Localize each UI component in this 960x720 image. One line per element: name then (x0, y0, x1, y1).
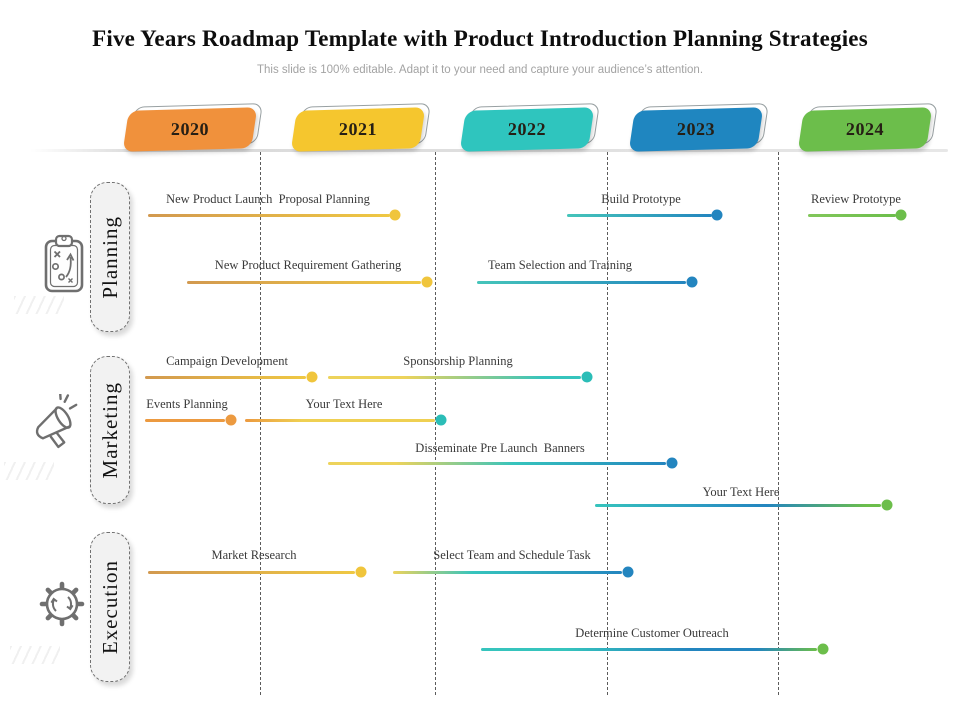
year-banner-face: 2022 (459, 107, 595, 152)
year-banner-face: 2020 (122, 107, 258, 152)
year-label: 2022 (507, 119, 547, 139)
task-milestone-dot (895, 209, 907, 221)
task-line (187, 280, 421, 284)
task-milestone-dot (622, 566, 634, 578)
strategy-clipboard-icon (44, 234, 84, 293)
decorative-streak (10, 646, 60, 664)
task-line (595, 503, 881, 507)
task-line (328, 461, 666, 465)
lane-label-marketing: Marketing (97, 381, 122, 479)
task-line (481, 647, 817, 651)
task-line (567, 213, 712, 217)
year-label: 2023 (676, 119, 716, 139)
lane-pill-marketing: Marketing (90, 356, 130, 504)
year-gridline (260, 152, 261, 695)
year-label: 2024 (845, 119, 885, 139)
lane-label-execution: Execution (97, 559, 122, 655)
task-milestone-dot (881, 499, 893, 511)
task-label: New Product Launch Proposal Planning (166, 192, 370, 206)
task-line (393, 570, 622, 574)
year-gridline (778, 152, 779, 695)
task-label: Market Research (211, 548, 297, 562)
task-label: Disseminate Pre Launch Banners (415, 441, 585, 455)
task-label: Your Text Here (702, 485, 780, 499)
year-label: 2021 (338, 119, 378, 139)
task-label: Select Team and Schedule Task (433, 548, 591, 562)
year-banner-2024: 2024 (797, 103, 938, 152)
task-line (477, 280, 686, 284)
year-banner-2021: 2021 (290, 103, 431, 152)
task-milestone-dot (435, 414, 447, 426)
task-line (245, 418, 435, 422)
lane-pill-execution: Execution (90, 532, 130, 682)
task-label: Campaign Development (166, 354, 288, 368)
task-milestone-dot (421, 276, 433, 288)
task-milestone-dot (666, 457, 678, 469)
task-label: Determine Customer Outreach (575, 626, 729, 640)
decorative-streak (4, 462, 54, 480)
task-milestone-dot (355, 566, 367, 578)
year-gridline (435, 152, 436, 695)
task-milestone-dot (711, 209, 723, 221)
task-line (808, 213, 896, 217)
task-label: Events Planning (146, 397, 228, 411)
task-label: Review Prototype (811, 192, 901, 206)
task-label: Team Selection and Training (488, 258, 632, 272)
task-label: Your Text Here (305, 397, 383, 411)
task-line (148, 213, 390, 217)
year-banner-face: 2024 (797, 107, 933, 152)
lane-pill-planning: Planning (90, 182, 130, 332)
task-label: New Product Requirement Gathering (214, 258, 402, 272)
task-milestone-dot (306, 371, 318, 383)
year-label: 2020 (170, 119, 210, 139)
lane-label-planning: Planning (97, 215, 122, 299)
year-banner-2020: 2020 (122, 103, 263, 152)
slide-subtitle: This slide is 100% editable. Adapt it to… (256, 64, 704, 76)
task-line (148, 570, 355, 574)
decorative-streak (14, 296, 64, 314)
task-label: Build Prototype (601, 192, 681, 206)
task-milestone-dot (389, 209, 401, 221)
task-line (145, 375, 306, 379)
year-banner-face: 2023 (628, 107, 764, 152)
slide-title: Five Years Roadmap Template with Product… (92, 26, 868, 51)
megaphone-icon (35, 394, 78, 449)
task-milestone-dot (817, 643, 829, 655)
task-label: Sponsorship Planning (403, 354, 513, 368)
year-banner-2023: 2023 (628, 103, 769, 152)
task-line (145, 418, 225, 422)
task-milestone-dot (686, 276, 698, 288)
year-banner-2022: 2022 (459, 103, 600, 152)
task-line (328, 375, 581, 379)
year-banner-face: 2021 (290, 107, 426, 152)
task-milestone-dot (581, 371, 593, 383)
gear-sync-icon (39, 581, 85, 627)
year-gridline (607, 152, 608, 695)
task-milestone-dot (225, 414, 237, 426)
